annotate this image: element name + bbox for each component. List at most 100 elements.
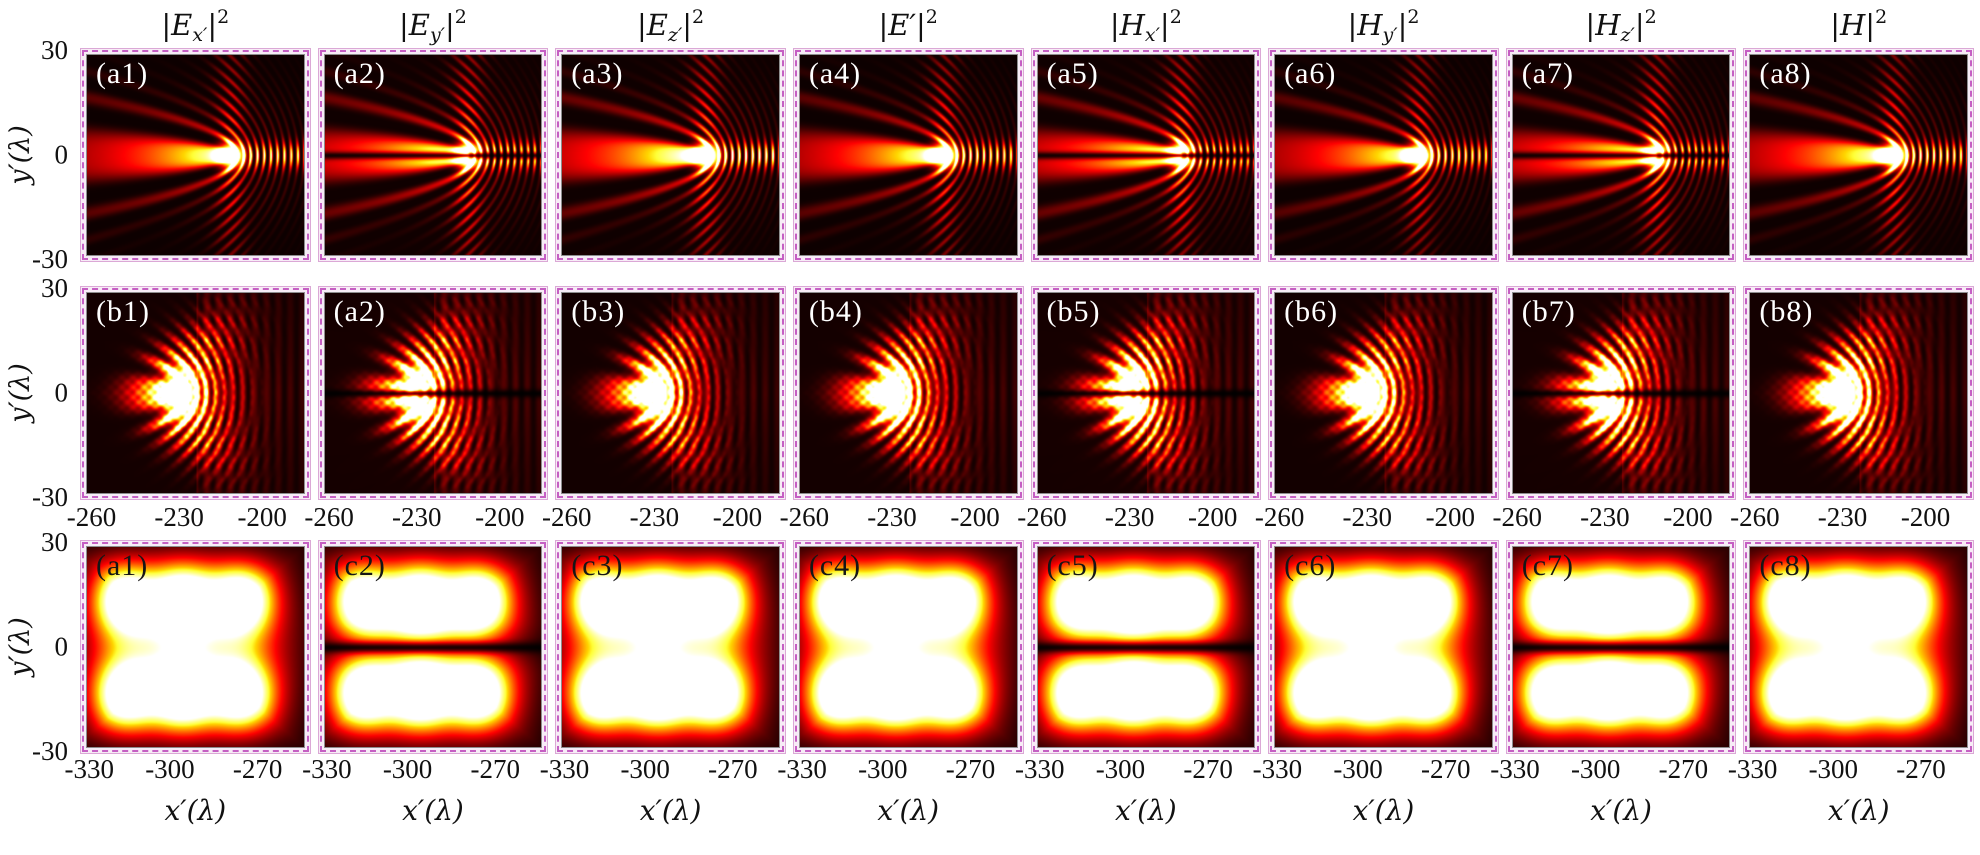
y-tick-mid: 0 <box>54 631 69 662</box>
panel-label-b1: (b1) <box>96 295 150 328</box>
y-tick-mid: 0 <box>54 377 69 408</box>
x-tick: -260 <box>1254 502 1305 532</box>
x-ticks-c-1: -330 -300 -270 <box>64 754 311 790</box>
x-tick: -230 <box>867 502 917 532</box>
x-tick: -330 <box>302 754 352 784</box>
panel-label-c4: (c4) <box>808 549 862 582</box>
title-sub: x′ <box>1144 24 1160 47</box>
heatmap-canvas-a1 <box>86 54 305 256</box>
heatmap-canvas-a2 <box>323 54 543 256</box>
heatmap-panel-c8: (c8) <box>1743 540 1974 754</box>
title-sub: y′ <box>1382 24 1398 47</box>
x-tick: -300 <box>1333 754 1383 784</box>
heatmap-panel-c7: (c7) <box>1505 540 1737 754</box>
heatmap-canvas-b8 <box>1749 292 1968 494</box>
panel-label-a3: (a3) <box>571 57 624 90</box>
heatmap-canvas-c7 <box>1511 546 1731 748</box>
x-axis-title-1: x′(λ) <box>80 794 311 846</box>
x-axis-title: x′(λ) <box>1590 794 1652 827</box>
heatmap-canvas-a4 <box>798 54 1018 256</box>
heatmap-canvas-b2 <box>323 292 543 494</box>
heatmap-panel-a3: (a3) <box>555 48 786 262</box>
heatmap-canvas-c5 <box>1036 546 1256 748</box>
y-axis-title: y′(λ) <box>4 617 36 677</box>
heatmap-panel-a1: (a1) <box>80 48 311 262</box>
x-axis-title: x′(λ) <box>1114 794 1177 827</box>
heatmap-panel-b6: (b6) <box>1268 286 1499 500</box>
x-ticks-ab-8: -260 -230 -200 <box>1730 502 1974 538</box>
panel-label-b6: (b6) <box>1284 295 1339 328</box>
x-tick: -260 <box>1730 502 1780 532</box>
heatmap-canvas-b7 <box>1511 292 1731 494</box>
title-sup: 2 <box>692 6 705 29</box>
panel-label-a4: (a4) <box>808 57 862 90</box>
heatmap-canvas-a7 <box>1511 54 1731 256</box>
x-tick: -270 <box>945 754 996 784</box>
column-title-1: |Ex′|2 <box>80 7 311 46</box>
panel-label-a1: (a1) <box>96 57 149 90</box>
x-axis-title-3: x′(λ) <box>555 794 786 846</box>
title-sub: x′ <box>192 24 208 47</box>
x-tick: -260 <box>779 502 830 532</box>
row-c: y′(λ) 30 0 -30 (a1) (c2) (c3) (c4) (c5) … <box>0 529 1974 765</box>
title-sub: z′ <box>1620 24 1635 47</box>
x-tick: -230 <box>154 502 204 532</box>
tick-gutter <box>0 754 73 790</box>
x-ticks-row-ab: -260 -230 -200 -260 -230 -200 -260 -230 -200 -… <box>0 502 1974 538</box>
y-axis-gutter-a: y′(λ) 30 0 -30 <box>0 37 73 273</box>
heatmap-canvas-b5 <box>1036 292 1256 494</box>
x-tick: -330 <box>1252 754 1303 784</box>
x-tick: -200 <box>237 502 287 532</box>
title-close: | <box>916 8 926 43</box>
x-tick: -260 <box>66 502 117 532</box>
x-axis-title: x′(λ) <box>164 794 227 827</box>
y-tick-mid: 0 <box>54 139 69 170</box>
title-sup: 2 <box>925 6 938 29</box>
x-tick: -200 <box>950 502 1000 532</box>
heatmap-canvas-c2 <box>323 546 543 748</box>
x-ticks-ab-3: -260 -230 -200 <box>542 502 786 538</box>
x-tick: -230 <box>1817 502 1868 532</box>
title-sup: 2 <box>1169 6 1182 29</box>
title-open: |H <box>1347 8 1383 43</box>
y-tick-top: 30 <box>41 35 68 65</box>
heatmap-canvas-b4 <box>798 292 1018 494</box>
title-close: | <box>1634 8 1645 43</box>
title-open: |E <box>636 8 668 43</box>
panel-label-c5: (c5) <box>1046 549 1099 582</box>
x-tick: -260 <box>1017 502 1067 532</box>
x-tick: -300 <box>145 754 195 784</box>
x-tick: -270 <box>470 754 520 784</box>
row-a: y′(λ) 30 0 -30 (a1) (a2) (a3) (a4) (a5) … <box>0 37 1974 273</box>
panel-label-a2: (a2) <box>333 57 386 90</box>
title-open: |H <box>1830 8 1866 43</box>
x-ticks-c-2: -330 -300 -270 <box>302 754 549 790</box>
panel-label-a7: (a7) <box>1521 57 1575 90</box>
panel-label-c8: (c8) <box>1759 549 1812 582</box>
x-tick: -270 <box>1183 754 1233 784</box>
column-title-7: |Hz′|2 <box>1506 7 1737 46</box>
x-tick: -330 <box>539 754 590 784</box>
panel-label-b8: (b8) <box>1759 295 1814 328</box>
x-ticks-ab-6: -260 -230 -200 <box>1255 502 1499 538</box>
title-sub: z′ <box>667 24 683 47</box>
x-tick: -270 <box>1420 754 1471 784</box>
panel-label-b7: (b7) <box>1521 295 1576 328</box>
x-ticks-c-8: -330 -300 -270 <box>1728 754 1974 790</box>
heatmap-canvas-c8 <box>1749 546 1968 748</box>
y-tick-top: 30 <box>41 527 68 557</box>
panel-label-a8: (a8) <box>1759 57 1812 90</box>
x-axis-titles-row: x′(λ) x′(λ) x′(λ) x′(λ) x′(λ) x′(λ) x′(λ… <box>0 794 1974 846</box>
x-tick: -230 <box>392 502 442 532</box>
x-tick: -230 <box>1580 502 1630 532</box>
heatmap-canvas-a3 <box>561 54 780 256</box>
panel-label-c3: (c3) <box>571 549 624 582</box>
title-close: | <box>445 8 455 43</box>
x-ticks-c-5: -330 -300 -270 <box>1015 754 1262 790</box>
y-tick-bottom: -30 <box>32 244 68 274</box>
x-tick: -270 <box>1896 754 1946 784</box>
heatmap-panel-a2: (a2) <box>317 48 549 262</box>
x-tick: -330 <box>64 754 114 784</box>
heatmap-panel-a5: (a5) <box>1030 48 1262 262</box>
